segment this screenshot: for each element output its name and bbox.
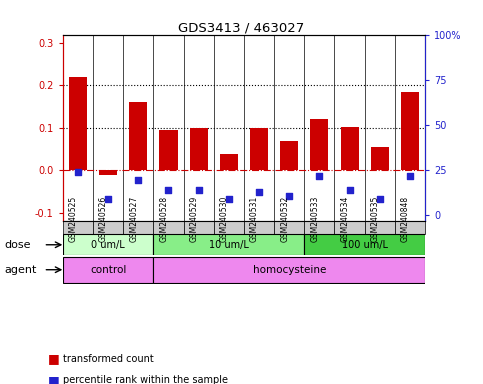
Bar	[213, 221, 244, 234]
Text: 0 um/L: 0 um/L	[91, 240, 125, 250]
Text: GSM240535: GSM240535	[371, 196, 380, 242]
Bar	[311, 119, 328, 170]
Point	[225, 196, 233, 202]
Bar	[250, 128, 268, 170]
Bar	[63, 234, 154, 255]
Text: GDS3413 / 463027: GDS3413 / 463027	[178, 21, 305, 34]
Bar	[189, 128, 208, 170]
Text: GSM240529: GSM240529	[190, 196, 199, 242]
Text: transformed count: transformed count	[63, 354, 154, 364]
Bar	[129, 103, 147, 170]
Text: GSM240534: GSM240534	[341, 196, 350, 242]
Bar	[395, 221, 425, 234]
Point	[406, 173, 414, 179]
Bar	[159, 130, 178, 170]
Bar	[341, 127, 358, 170]
Text: homocysteine: homocysteine	[253, 265, 326, 275]
Bar	[154, 234, 304, 255]
Point	[74, 169, 82, 175]
Bar	[154, 221, 184, 234]
Bar	[184, 221, 213, 234]
Text: ■: ■	[48, 374, 60, 384]
Text: ■: ■	[48, 353, 60, 366]
Point	[376, 196, 384, 202]
Point	[165, 187, 172, 193]
Text: GSM240532: GSM240532	[280, 196, 289, 242]
Text: GSM240848: GSM240848	[401, 196, 410, 242]
Point	[104, 196, 112, 202]
Bar	[280, 141, 298, 170]
Bar	[401, 92, 419, 170]
Bar	[365, 221, 395, 234]
Text: GSM240531: GSM240531	[250, 196, 259, 242]
Text: GSM240528: GSM240528	[159, 196, 169, 242]
Bar	[99, 170, 117, 175]
Text: GSM240525: GSM240525	[69, 196, 78, 242]
Bar	[63, 257, 154, 283]
Text: agent: agent	[5, 265, 37, 275]
Bar	[123, 221, 154, 234]
Text: 10 um/L: 10 um/L	[209, 240, 249, 250]
Bar	[274, 221, 304, 234]
Bar	[371, 147, 389, 170]
Text: dose: dose	[5, 240, 31, 250]
Text: percentile rank within the sample: percentile rank within the sample	[63, 375, 228, 384]
Text: GSM240527: GSM240527	[129, 196, 138, 242]
Bar	[69, 77, 87, 170]
Text: GSM240533: GSM240533	[311, 196, 319, 242]
Bar	[220, 154, 238, 170]
Text: 100 um/L: 100 um/L	[341, 240, 388, 250]
Bar	[334, 221, 365, 234]
Point	[195, 187, 202, 193]
Point	[315, 173, 323, 179]
Point	[285, 192, 293, 199]
Bar	[154, 257, 425, 283]
Bar	[244, 221, 274, 234]
Text: GSM240526: GSM240526	[99, 196, 108, 242]
Bar	[63, 221, 93, 234]
Text: control: control	[90, 265, 126, 275]
Point	[255, 189, 263, 195]
Text: GSM240530: GSM240530	[220, 196, 229, 242]
Bar	[93, 221, 123, 234]
Bar	[304, 221, 334, 234]
Point	[346, 187, 354, 193]
Point	[134, 177, 142, 183]
Bar	[304, 234, 425, 255]
